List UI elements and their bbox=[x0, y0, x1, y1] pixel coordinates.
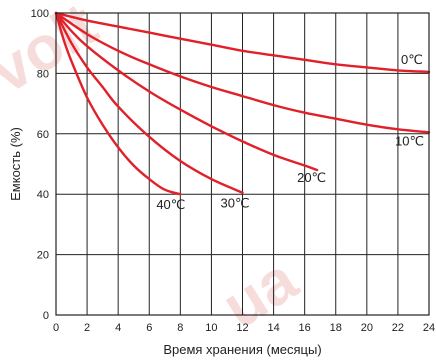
y-tick-label: 100 bbox=[31, 8, 49, 20]
x-tick-label: 6 bbox=[146, 322, 152, 334]
x-tick-label: 14 bbox=[267, 322, 279, 334]
series-line bbox=[54, 11, 182, 196]
series-label: 20℃ bbox=[297, 170, 326, 185]
x-tick-label: 0 bbox=[53, 322, 59, 334]
x-tick-label: 10 bbox=[205, 322, 217, 334]
y-tick-label: 40 bbox=[37, 189, 49, 201]
x-tick-label: 24 bbox=[423, 322, 435, 334]
y-tick-label: 0 bbox=[43, 310, 49, 322]
y-tick-label: 20 bbox=[37, 250, 49, 262]
y-axis-label: Емкость (%) bbox=[8, 127, 23, 201]
series-lines bbox=[54, 11, 431, 196]
x-tick-label: 22 bbox=[392, 322, 404, 334]
x-tick-label: 4 bbox=[115, 322, 121, 334]
svg-text:volt: volt bbox=[0, 0, 109, 107]
series-line bbox=[54, 11, 244, 194]
series-line bbox=[54, 11, 319, 172]
x-axis-label: Время хранения (месяцы) bbox=[163, 342, 321, 357]
series-label: 0℃ bbox=[401, 52, 423, 67]
series-line bbox=[54, 11, 431, 74]
plot-frame bbox=[55, 12, 430, 316]
x-tick-label: 16 bbox=[299, 322, 311, 334]
x-tick-label: 18 bbox=[330, 322, 342, 334]
svg-text:ua: ua bbox=[211, 245, 309, 342]
series-label: 40℃ bbox=[156, 197, 185, 212]
y-tick-label: 60 bbox=[37, 129, 49, 141]
grid bbox=[55, 12, 430, 316]
series-label: 10℃ bbox=[395, 133, 424, 148]
series-labels: 0℃ 10℃ 20℃ 30℃ 40℃ bbox=[156, 52, 424, 212]
x-tick-label: 20 bbox=[361, 322, 373, 334]
x-tick-label: 8 bbox=[177, 322, 183, 334]
series-label: 30℃ bbox=[221, 196, 250, 211]
x-tick-label: 12 bbox=[236, 322, 248, 334]
watermark: volt ua bbox=[0, 0, 309, 342]
series-line bbox=[54, 11, 431, 134]
x-tick-label: 2 bbox=[84, 322, 90, 334]
y-tick-label: 80 bbox=[37, 68, 49, 80]
